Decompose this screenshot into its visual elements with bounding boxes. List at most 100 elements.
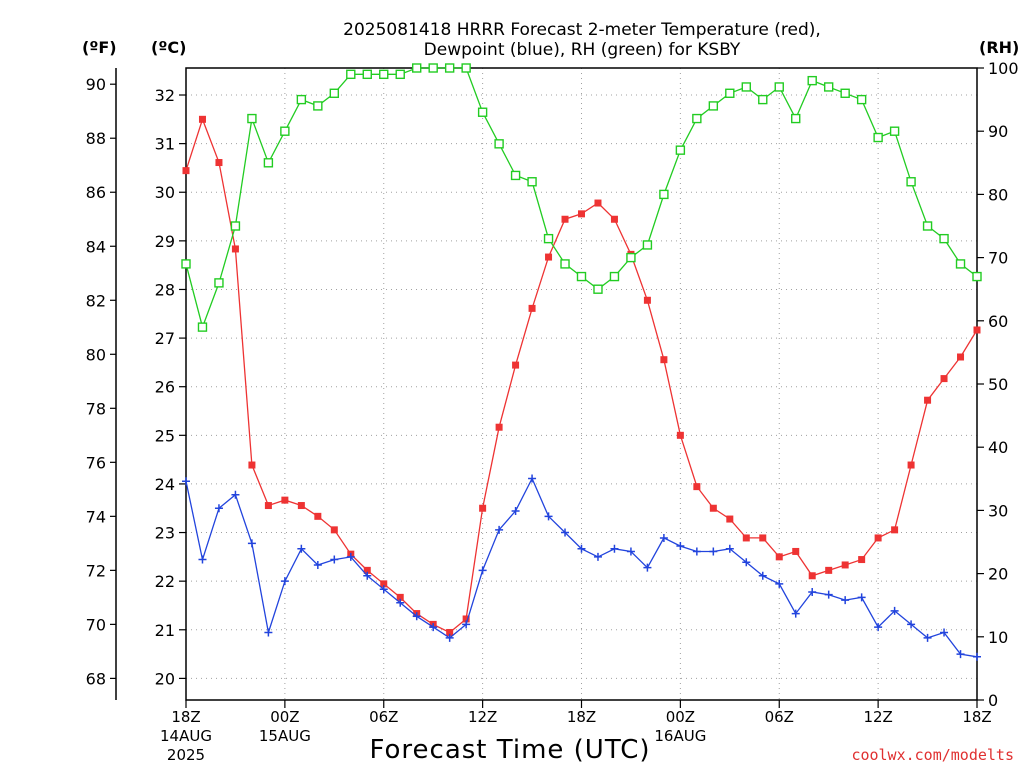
rh-point: [379, 69, 389, 80]
rh-tick-label: 80: [988, 185, 1008, 204]
temperature-point: [330, 526, 338, 534]
rh-point: [642, 240, 653, 250]
fahrenheit-unit-label: (ºF): [82, 38, 117, 57]
dewpoint-point: [643, 563, 652, 572]
temperature-point: [874, 534, 882, 542]
rh-point: [906, 177, 916, 187]
dewpoint-point: [824, 590, 833, 599]
rh-point: [247, 113, 257, 124]
fahrenheit-tick-label: 68: [86, 669, 106, 688]
rh-point: [741, 82, 751, 92]
rh-point: [725, 88, 735, 98]
rh-point: [230, 221, 241, 231]
dewpoint-point: [725, 544, 734, 553]
rh-point: [329, 88, 340, 98]
temperature-point: [479, 504, 487, 512]
temperature-point: [231, 245, 239, 253]
dewpoint-point: [346, 552, 355, 561]
dewpoint-point: [973, 652, 981, 661]
x-tick-label: 12Z: [863, 708, 892, 726]
dewpoint-point: [742, 558, 751, 567]
dewpoint-point: [280, 577, 289, 586]
rh-point: [823, 82, 834, 92]
dewpoint-point: [956, 650, 965, 659]
celsius-tick-label: 31: [155, 135, 175, 154]
x-tick-label: 18Z: [962, 708, 991, 726]
dewpoint-point: [841, 596, 850, 605]
temperature-point: [182, 167, 190, 175]
rh-point: [659, 189, 669, 200]
temperature-point: [380, 580, 388, 588]
rh-tick-label: 0: [988, 691, 998, 710]
temperature-point: [841, 561, 849, 569]
dewpoint-point: [626, 547, 635, 556]
celsius-tick-label: 29: [155, 232, 175, 251]
rh-tick-label: 30: [988, 501, 1008, 520]
temperature-point: [610, 215, 618, 223]
dewpoint-point: [495, 525, 504, 534]
rh-point: [494, 139, 504, 149]
dewpoint-point: [330, 555, 339, 564]
temperature-point: [940, 375, 948, 383]
rh-point: [280, 126, 290, 136]
celsius-tick-label: 28: [155, 280, 175, 299]
temperature-point: [545, 253, 553, 261]
rh-point: [362, 69, 372, 80]
temperature-point: [215, 159, 223, 167]
dewpoint-point: [907, 620, 916, 629]
temperature-point: [462, 615, 470, 623]
celsius-tick-label: 26: [155, 378, 175, 397]
temperature-line: [185, 117, 978, 634]
rh-point: [428, 63, 438, 73]
fahrenheit-tick-label: 84: [86, 237, 106, 256]
dewpoint-point: [478, 566, 487, 575]
dewpoint-point: [659, 533, 668, 542]
rh-tick-label: 50: [988, 375, 1008, 394]
temperature-point: [446, 628, 454, 636]
celsius-unit-label: (ºC): [151, 38, 186, 57]
x-axis-title: Forecast Time (UTC): [369, 735, 650, 765]
temperature-point: [281, 496, 289, 504]
dewpoint-point: [198, 555, 207, 564]
celsius-tick-label: 22: [155, 572, 175, 591]
rh-point: [395, 69, 405, 80]
temperature-point: [578, 210, 585, 218]
rh-point: [461, 63, 471, 73]
fahrenheit-tick-label: 86: [86, 183, 106, 202]
rh-point: [939, 233, 949, 244]
temperature-point: [858, 556, 866, 564]
dewpoint-point: [528, 474, 537, 483]
dewpoint-point: [692, 547, 701, 556]
temperature-point: [924, 396, 932, 404]
dewpoint-point: [313, 560, 322, 569]
temperature-point: [396, 593, 404, 601]
dewpoint-point: [593, 552, 602, 561]
dewpoint-point: [610, 544, 619, 553]
rh-point: [346, 69, 356, 80]
dewpoint-point: [182, 477, 190, 486]
rh-tick-label: 70: [988, 249, 1008, 268]
fahrenheit-tick-label: 74: [86, 507, 106, 526]
rh-point: [576, 271, 587, 282]
rh-point: [675, 145, 686, 155]
series-layer: [181, 63, 982, 661]
temperature-point: [594, 199, 602, 207]
temperature-point: [643, 296, 651, 304]
fahrenheit-tick-label: 78: [86, 399, 106, 418]
celsius-tick-label: 21: [155, 621, 175, 640]
dewpoint-point: [775, 579, 784, 588]
dewpoint-point: [709, 547, 718, 556]
dewpoint-point: [544, 512, 553, 521]
dewpoint-point: [363, 571, 372, 580]
fahrenheit-tick-label: 70: [86, 615, 106, 634]
x-tick-label: 00Z 16AUG: [654, 708, 706, 745]
rh-tick-label: 10: [988, 628, 1008, 647]
fahrenheit-tick-label: 90: [86, 75, 106, 94]
rh-point: [791, 113, 801, 124]
rh-point: [758, 94, 768, 105]
rh-point: [477, 107, 488, 117]
x-tick-label: 18Z 14AUG 2025: [160, 708, 212, 764]
temperature-point: [825, 566, 833, 574]
rh-point: [626, 252, 636, 263]
temperature-point: [248, 461, 256, 469]
